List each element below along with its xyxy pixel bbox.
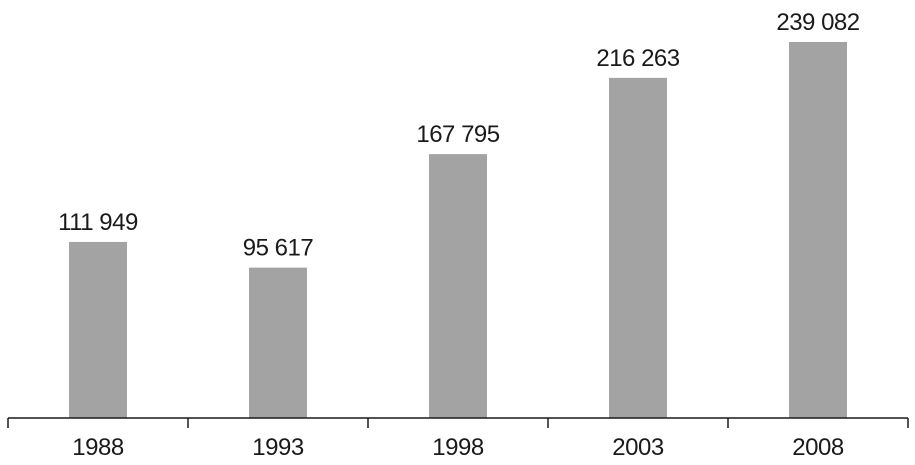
bars-group [69,42,847,419]
bar-2008 [789,42,847,418]
x-tick-label-2008: 2008 [792,434,844,461]
x-tick-label-2003: 2003 [612,434,664,461]
bar-1993 [249,267,307,418]
bar-value-label-1988: 111 949 [58,209,138,236]
x-tick-label-1998: 1998 [432,434,484,461]
bar-value-label-1998: 167 795 [416,121,499,148]
value-labels-group: 111 949 95 617 167 795 216 263 239 082 [58,9,860,262]
bar-value-label-1993: 95 617 [243,235,314,262]
bar-value-label-2003: 216 263 [596,45,679,72]
bar-value-label-2008: 239 082 [776,9,859,36]
x-tick-label-1993: 1993 [252,434,304,461]
bar-1988 [69,241,127,418]
x-axis-tick-labels-group: 1988 1993 1998 2003 2008 [72,434,844,461]
x-axis-ticks-group [7,418,909,428]
bar-2003 [609,77,667,419]
bar-1998 [429,154,487,418]
x-tick-label-1988: 1988 [72,434,124,461]
